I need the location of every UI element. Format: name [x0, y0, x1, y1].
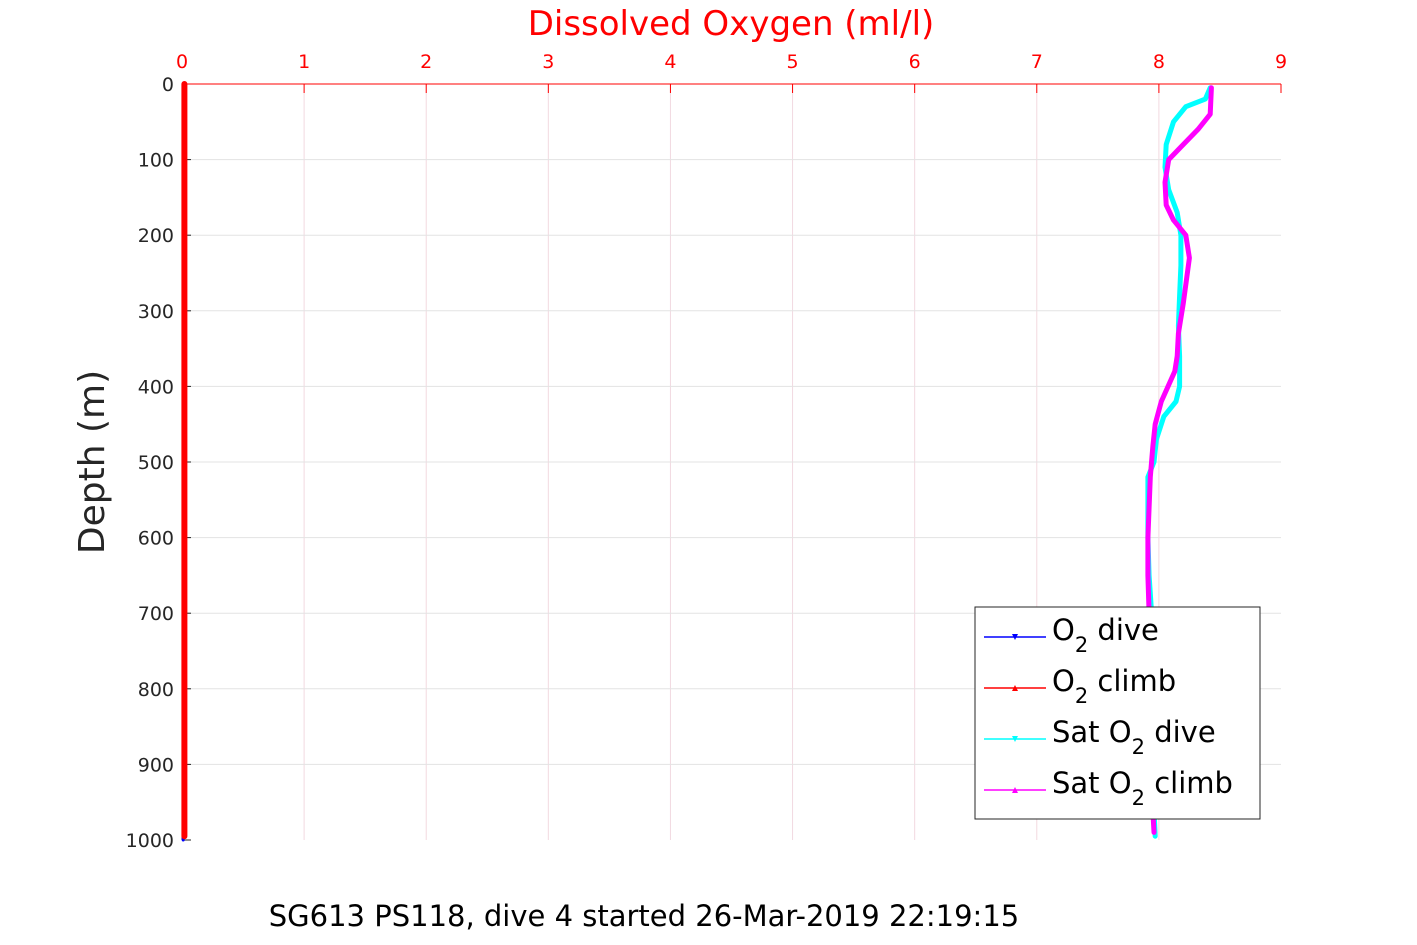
legend-marker-icon	[1012, 634, 1018, 640]
y-tick-label: 200	[138, 225, 174, 247]
legend-label: O2 climb	[1052, 664, 1176, 708]
legend-label: O2 dive	[1052, 613, 1159, 657]
y-tick-label: 500	[138, 452, 174, 474]
y-tick-label: 600	[138, 528, 174, 550]
y-tick-label: 0	[162, 74, 174, 96]
y-tick-label: 400	[138, 376, 174, 398]
y-tick-label: 900	[138, 754, 174, 776]
y-axis-label: Depth (m)	[72, 370, 113, 554]
x-tick-label: 1	[298, 51, 310, 73]
legend-item: Sat O2 dive	[984, 715, 1216, 759]
legend-box	[974, 606, 1261, 820]
x-tick-label: 2	[420, 51, 432, 73]
x-tick-label: 3	[542, 51, 554, 73]
legend-label: Sat O2 dive	[1052, 715, 1216, 759]
x-tick-label: 7	[1031, 51, 1043, 73]
legend-marker-icon	[1012, 685, 1018, 691]
x-tick-label: 4	[664, 51, 676, 73]
x-tick-label: 0	[176, 51, 188, 73]
legend-marker-icon	[1012, 736, 1018, 742]
legend-item: O2 climb	[984, 664, 1176, 708]
tick-labels: 0 1 2 3 4 5 6 7 8 9 0 100 200 300 400 500 600 700 800 900 10…	[126, 51, 1287, 852]
y-tick-label: 100	[138, 150, 174, 172]
chart-title: Dissolved Oxygen (ml/l)	[528, 4, 935, 44]
x-tick-label: 8	[1153, 51, 1165, 73]
y-tick-label: 300	[138, 301, 174, 323]
legend-label: Sat O2 climb	[1052, 766, 1233, 810]
y-tick-label: 700	[138, 603, 174, 625]
legend: O2 dive O2 climb Sat O2 dive Sat O2 climb	[974, 606, 1261, 820]
grid	[182, 84, 1281, 840]
x-tick-label: 6	[909, 51, 921, 73]
legend-item: O2 dive	[984, 613, 1159, 657]
dive-caption: SG613 PS118, dive 4 started 26-Mar-2019 …	[269, 899, 1019, 933]
y-tick-label: 1000	[126, 830, 174, 852]
x-tick-label: 9	[1275, 51, 1287, 73]
legend-marker-icon	[1012, 787, 1018, 793]
legend-item: Sat O2 climb	[984, 766, 1233, 810]
x-tick-label: 5	[787, 51, 799, 73]
y-tick-label: 800	[138, 679, 174, 701]
